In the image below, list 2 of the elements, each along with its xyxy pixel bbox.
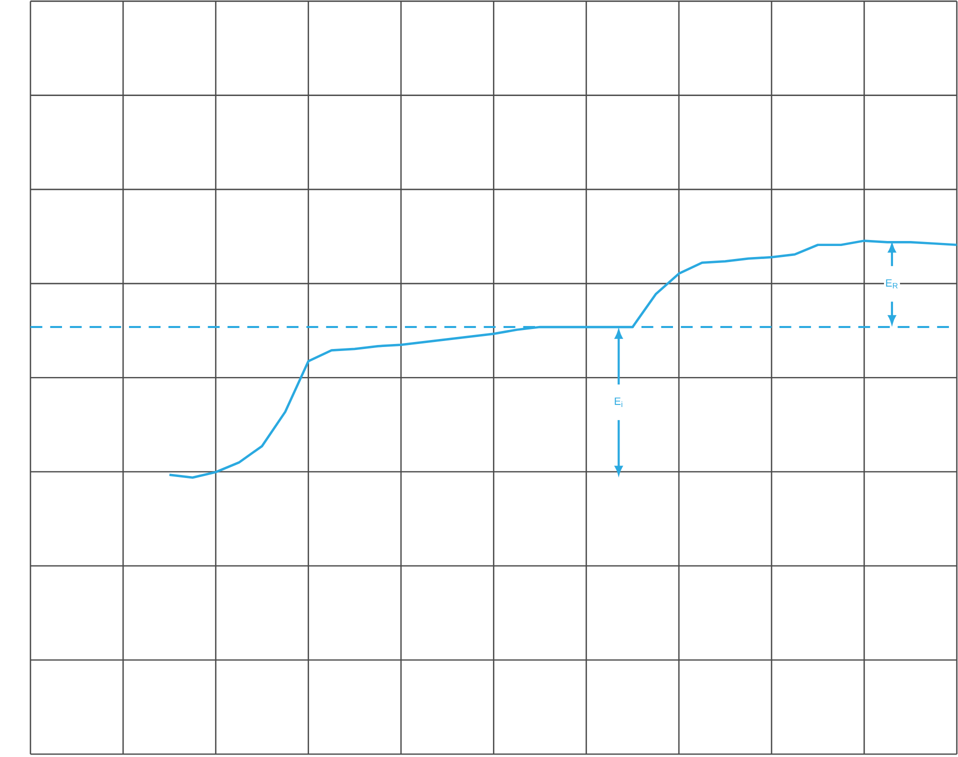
annotation: E$_{R}$	[886, 279, 898, 288]
annotation: E$_{i}$	[614, 398, 622, 408]
